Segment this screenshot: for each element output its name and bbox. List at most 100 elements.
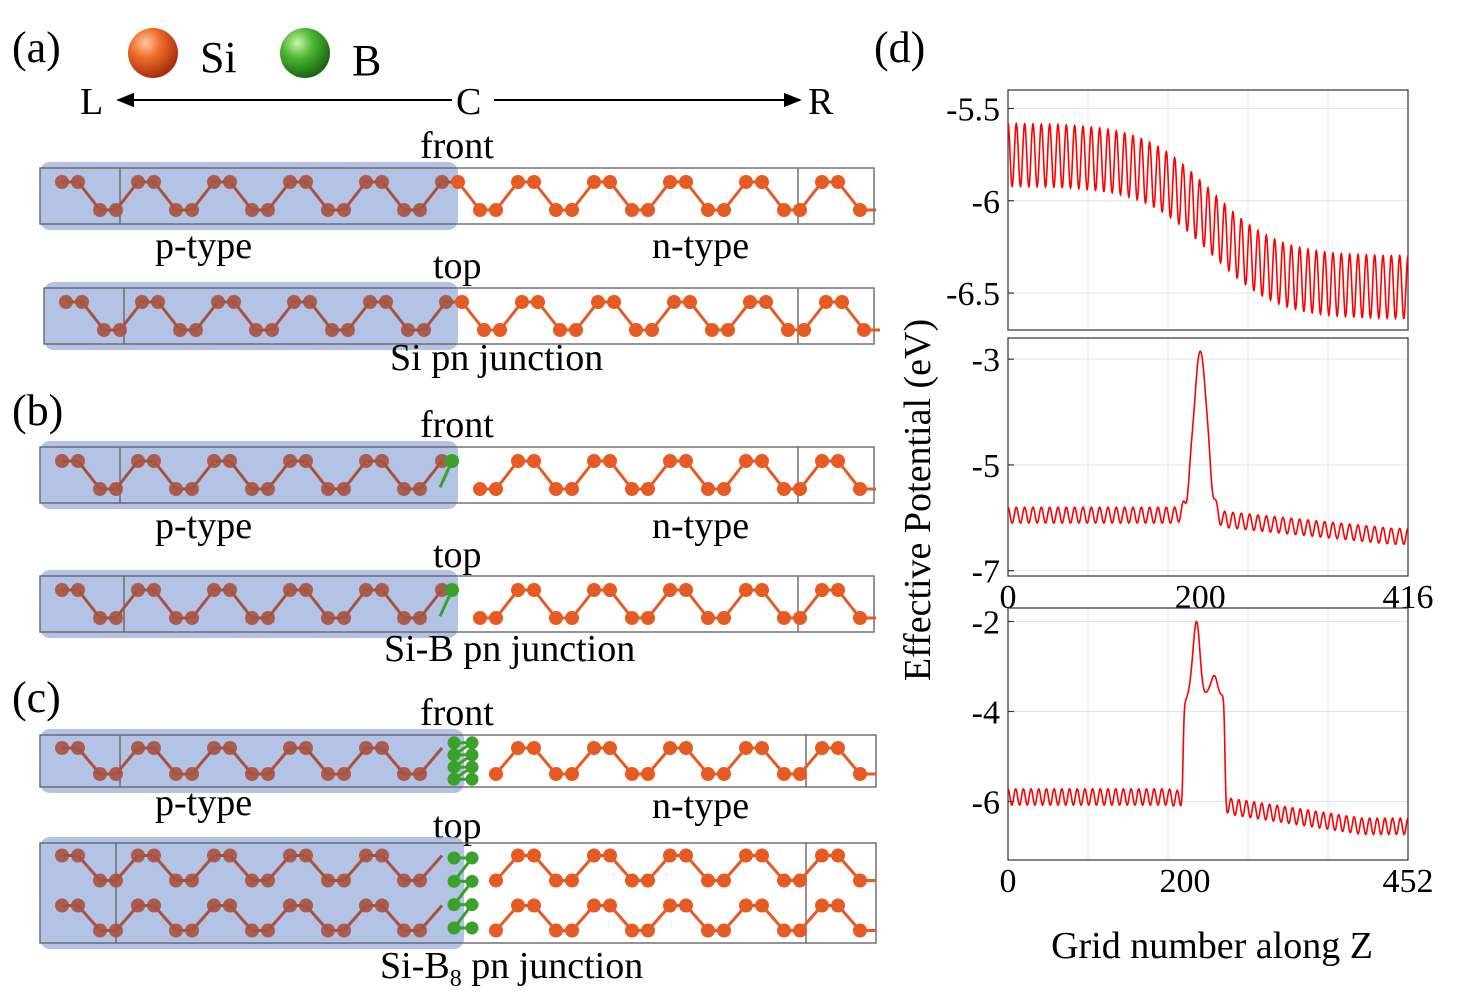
- b-atom: [447, 874, 461, 888]
- si-atom: [337, 611, 351, 625]
- si-atom: [359, 848, 373, 863]
- si-atom: [147, 898, 161, 913]
- si-atom: [185, 767, 199, 781]
- si-atom: [185, 203, 199, 217]
- si-atom: [663, 454, 677, 468]
- si-atom: [549, 482, 563, 496]
- b-atom: [445, 583, 459, 597]
- si-atom: [679, 175, 693, 189]
- si-atom: [793, 611, 807, 625]
- si-atom: [55, 583, 69, 597]
- si-atom: [701, 767, 715, 781]
- si-atom: [93, 203, 107, 217]
- si-atom: [587, 175, 601, 189]
- si-atom: [587, 898, 601, 913]
- si-atom: [131, 175, 145, 189]
- panel-b-front-structure: [39, 441, 876, 509]
- si-atom: [739, 175, 753, 189]
- si-atom: [739, 898, 753, 913]
- si-atom: [207, 454, 221, 468]
- si-atom: [299, 848, 313, 863]
- si-atom: [641, 203, 655, 217]
- panel-b-top-structure: [39, 570, 876, 638]
- si-atom: [853, 203, 867, 217]
- si-atom: [299, 898, 313, 913]
- si-atom: [853, 482, 867, 496]
- si-atom: [777, 482, 791, 496]
- si-atom: [59, 295, 73, 309]
- plot-frame: [1007, 607, 1409, 861]
- si-atom: [527, 175, 541, 189]
- si-atom: [223, 454, 237, 468]
- si-atom: [245, 923, 259, 938]
- si-atom: [641, 923, 655, 938]
- si-atom: [185, 482, 199, 496]
- si-atom: [147, 175, 161, 189]
- panel-c-p-type-label: p-type: [155, 782, 252, 824]
- si-atom: [55, 454, 69, 468]
- si-atom: [717, 767, 731, 781]
- si-atom: [75, 295, 89, 309]
- si-atom: [321, 203, 335, 217]
- si-atom: [511, 583, 525, 597]
- si-atom: [455, 295, 469, 309]
- b-atom: [447, 736, 461, 750]
- unit-cell-frame: [39, 167, 875, 225]
- si-atom: [629, 323, 643, 337]
- si-atom: [549, 873, 563, 888]
- si-atom: [565, 873, 579, 888]
- si-atom: [207, 848, 221, 863]
- si-atom: [531, 295, 545, 309]
- si-atom: [625, 482, 639, 496]
- si-atom: [71, 454, 85, 468]
- x-tick-label: 200: [1159, 863, 1210, 900]
- si-atom: [721, 323, 735, 337]
- si-atom: [283, 454, 297, 468]
- si-atom: [71, 898, 85, 913]
- panel-a-front-label: front: [420, 125, 494, 167]
- si-atom: [169, 203, 183, 217]
- si-atom: [663, 898, 677, 913]
- y-tick-label: -6.5: [946, 276, 1000, 313]
- si-atom: [857, 323, 871, 337]
- si-atom: [679, 454, 693, 468]
- si-atom: [793, 203, 807, 217]
- panel-b-caption: Si-B pn junction: [384, 628, 635, 670]
- si-atom: [489, 923, 503, 938]
- b-atom: [445, 454, 459, 468]
- si-atom: [831, 583, 845, 597]
- si-atom: [207, 741, 221, 755]
- b-atom: [447, 851, 461, 865]
- si-atom: [71, 741, 85, 755]
- panel-a-front-structure: [39, 162, 876, 230]
- b-atom: [465, 760, 479, 774]
- unit-cell-frame: [39, 734, 877, 788]
- si-atom: [299, 454, 313, 468]
- si-atom: [717, 923, 731, 938]
- unit-cell-frame: [39, 446, 875, 504]
- si-atom: [679, 848, 693, 863]
- si-atom: [185, 873, 199, 888]
- si-atom: [397, 203, 411, 217]
- si-atom: [439, 295, 453, 309]
- si-atom: [401, 323, 415, 337]
- b-atom: [465, 736, 479, 750]
- x-tick-label: 0: [1000, 579, 1017, 616]
- si-atom: [375, 741, 389, 755]
- si-atom: [489, 482, 503, 496]
- si-atom: [227, 295, 241, 309]
- si-atom: [261, 482, 275, 496]
- si-atom: [831, 741, 845, 755]
- si-atom: [375, 898, 389, 913]
- si-atom: [337, 203, 351, 217]
- si-atom: [131, 454, 145, 468]
- si-atom: [701, 611, 715, 625]
- y-tick-label: -6: [972, 785, 1000, 822]
- si-atom: [717, 203, 731, 217]
- si-atom: [587, 741, 601, 755]
- si-atom: [147, 848, 161, 863]
- si-atom: [397, 482, 411, 496]
- si-atom: [249, 323, 263, 337]
- si-atom: [663, 583, 677, 597]
